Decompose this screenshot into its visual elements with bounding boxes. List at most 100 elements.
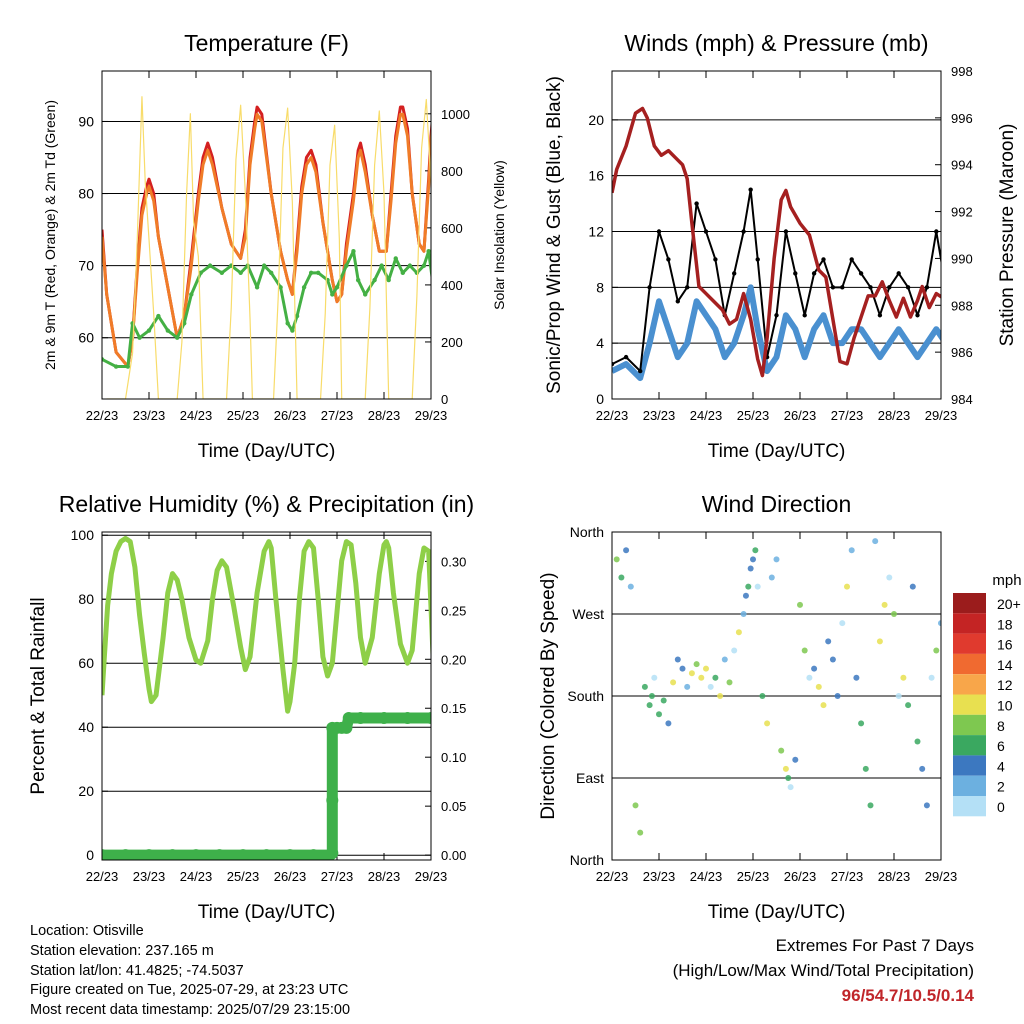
y-tick-label: 90	[78, 113, 94, 129]
series-line	[612, 106, 941, 378]
series-point	[656, 229, 662, 234]
direction-point	[872, 538, 879, 545]
series-point	[175, 335, 180, 340]
direction-point	[712, 674, 719, 681]
direction-point	[679, 665, 686, 672]
direction-point	[745, 583, 752, 590]
series-point	[238, 270, 243, 276]
panel-1: Winds (mph) & Pressure (mb) 0 4 8 12 16 20 984 9…	[544, 30, 1018, 462]
direction-point	[787, 784, 794, 791]
panel-2: Relative Humidity (%) & Precipitation (i…	[28, 491, 474, 923]
direction-point	[665, 720, 672, 727]
y-right-tick-label: 400	[441, 278, 463, 293]
direction-point	[792, 756, 799, 763]
series-point	[830, 285, 836, 290]
chart-title: Temperature (F)	[184, 30, 349, 56]
direction-point	[815, 683, 822, 690]
plot-area	[613, 538, 953, 836]
direction-point	[651, 674, 658, 681]
direction-point	[938, 620, 941, 627]
y-axis-label: Sonic/Prop Wind & Gust (Blue, Black)	[544, 76, 565, 394]
direction-point	[735, 629, 742, 636]
series-point	[294, 313, 300, 319]
plot-frame	[101, 70, 432, 400]
y-right-tick-label: 0.15	[441, 701, 466, 716]
direction-point	[820, 702, 827, 709]
series-point	[755, 257, 760, 262]
x-tick-label: 24/23	[690, 869, 723, 884]
info-recent: Most recent data timestamp: 2025/07/29 2…	[30, 1002, 351, 1019]
series-line	[102, 535, 431, 714]
y-right-tick-label: 0.00	[441, 848, 466, 863]
direction-point	[785, 775, 792, 781]
series-point	[647, 285, 652, 290]
direction-point	[829, 656, 836, 663]
series-point	[741, 229, 746, 234]
colorbar-cell	[953, 714, 986, 736]
series-point	[944, 285, 948, 289]
series-line	[102, 112, 431, 369]
direction-point	[674, 656, 681, 663]
series-point	[219, 270, 225, 276]
direction-point	[834, 693, 841, 699]
precip-line	[102, 712, 431, 860]
y-right-tick-label: 988	[951, 298, 973, 313]
extremes-box: Extremes For Past 7 Days (High/Low/Max W…	[673, 933, 974, 1008]
x-tick-label: 29/23	[415, 408, 448, 423]
direction-point	[752, 547, 759, 554]
series-point	[198, 270, 203, 276]
colorbar-label: 12	[997, 677, 1013, 693]
direction-point	[797, 601, 803, 608]
direction-point	[627, 583, 634, 590]
y-tick-label: 40	[78, 719, 94, 735]
info-created: Figure created on Tue, 2025-07-29, at 23…	[30, 982, 349, 999]
series-point	[675, 299, 680, 304]
series-point	[868, 285, 873, 290]
direction-point	[825, 638, 832, 645]
x-tick-label: 23/23	[133, 869, 166, 884]
y-tick-label: 16	[588, 168, 604, 184]
series-point	[915, 313, 920, 318]
series-point	[113, 364, 119, 369]
x-tick-label: 29/23	[415, 869, 448, 884]
series-point	[344, 263, 349, 268]
direction-point	[641, 683, 648, 690]
x-tick-label: 26/23	[784, 869, 817, 884]
colorbar-label: 10	[997, 698, 1013, 714]
info-latlon: Station lat/lon: 41.4825; -74.5037	[30, 962, 244, 979]
direction-point	[764, 720, 771, 727]
x-tick-label: 27/23	[321, 408, 354, 423]
direction-point	[933, 647, 940, 654]
info-elevation: Station elevation: 237.165 m	[30, 942, 214, 959]
direction-point	[632, 802, 639, 809]
series-point	[189, 292, 194, 297]
direction-point	[895, 693, 902, 699]
direction-point	[721, 656, 728, 663]
x-axis-label: Time (Day/UTC)	[708, 441, 846, 462]
series-point	[774, 313, 779, 318]
series-point	[379, 263, 384, 268]
series-point	[165, 328, 170, 333]
series-point	[840, 285, 845, 290]
x-tick-label: 25/23	[737, 869, 770, 884]
x-axis-label: Time (Day/UTC)	[708, 902, 846, 923]
series-point	[426, 249, 431, 254]
y-axis-label: Direction (Colored By Speed)	[538, 572, 559, 819]
x-tick-label: 27/23	[321, 869, 354, 884]
y-right-tick-label: 0.25	[441, 603, 466, 618]
series-point	[414, 270, 420, 276]
y-right-tick-label: 0.05	[441, 799, 466, 814]
direction-point	[858, 720, 865, 727]
series-point	[685, 285, 690, 290]
x-tick-label: 29/23	[925, 869, 958, 884]
colorbar-label: 8	[997, 718, 1005, 734]
series-point	[393, 256, 398, 261]
direction-point	[947, 556, 953, 562]
series-point	[301, 285, 307, 290]
series-point	[666, 257, 671, 262]
y-right-tick-label: 0.10	[441, 750, 466, 765]
y-tick-label: 8	[596, 279, 604, 295]
direction-point	[848, 547, 855, 554]
panel-3: Wind DirectionNorthEastSouthWestNorth22/…	[538, 491, 1022, 923]
